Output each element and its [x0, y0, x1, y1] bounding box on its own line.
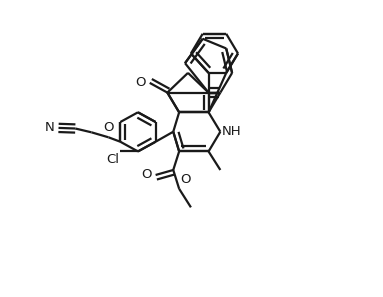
Text: N: N — [45, 121, 55, 135]
Text: Cl: Cl — [106, 153, 119, 166]
Text: NH: NH — [222, 125, 241, 138]
Text: O: O — [142, 168, 152, 181]
Text: O: O — [181, 173, 191, 187]
Text: O: O — [136, 76, 146, 89]
Text: O: O — [103, 121, 114, 134]
